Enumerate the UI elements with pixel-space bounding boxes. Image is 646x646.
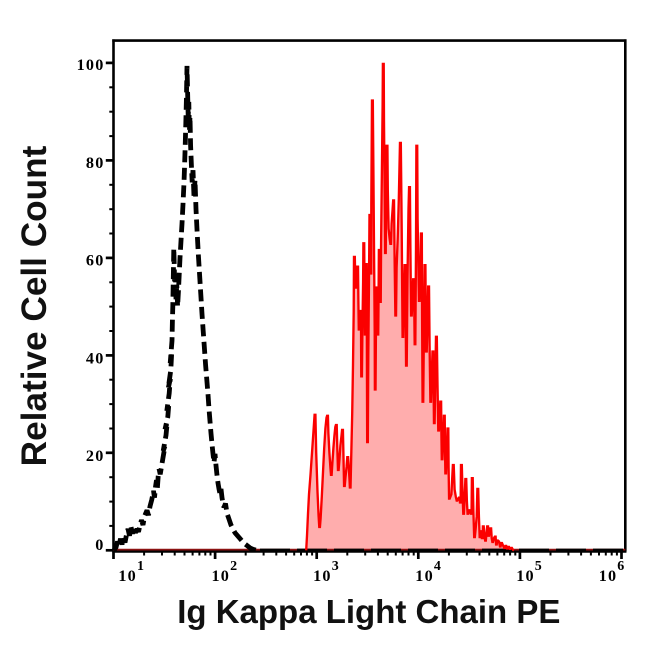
svg-text:Ig Kappa Light Chain PE: Ig Kappa Light Chain PE xyxy=(177,593,560,630)
svg-text:100: 100 xyxy=(77,56,105,74)
svg-text:60: 60 xyxy=(86,252,105,270)
svg-text:20: 20 xyxy=(86,447,105,465)
svg-text:80: 80 xyxy=(86,154,105,172)
svg-text:40: 40 xyxy=(86,349,105,367)
svg-text:0: 0 xyxy=(95,536,104,554)
svg-text:Relative Cell Count: Relative Cell Count xyxy=(15,145,54,466)
